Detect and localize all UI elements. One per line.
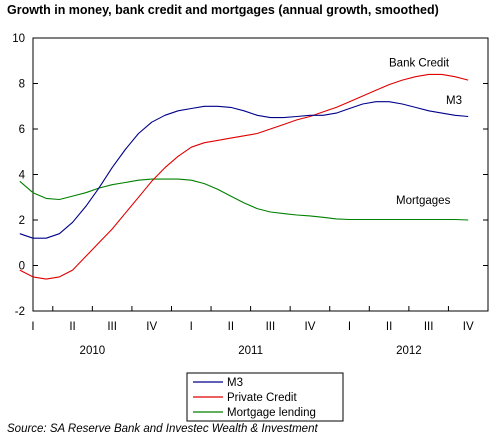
y-tick-label: 8 [19,79,25,91]
series-label: M3 [446,95,462,107]
chart-title: Growth in money, bank credit and mortgag… [7,3,439,17]
x-tick-label: II [69,321,75,333]
legend-entry: Private Credit [227,392,297,404]
x-tick-label: IV [463,321,474,333]
x-tick-label: I [348,321,351,333]
legend-entry: Mortgage lending [227,407,316,419]
y-tick-label: 0 [19,261,25,273]
y-tick-label: -2 [15,306,25,318]
plot-area [32,37,489,312]
series-labels: M3 Bank Credit Mortgages [389,57,462,207]
x-tick-label: III [266,321,276,333]
source-note: Source: SA Reserve Bank and Investec Wea… [7,423,318,435]
x-tick-label: II [386,321,392,333]
y-tick-label: 2 [19,215,25,227]
x-year-label: 2010 [80,345,106,357]
x-tick-label: III [424,321,434,333]
y-tick-label: 4 [19,170,26,182]
y-axis: -2 0 2 4 6 8 10 [12,33,488,318]
series-line [19,73,469,280]
x-tick-label: IV [146,321,157,333]
y-tick-label: 10 [12,33,25,45]
x-tick-label: IV [305,321,316,333]
series-lines [19,73,469,280]
x-tick-label: I [31,321,34,333]
x-year-label: 2011 [238,345,263,357]
x-year-label: 2012 [396,345,422,357]
series-line [19,178,469,221]
x-tick-label: III [107,321,117,333]
series-line [19,101,469,239]
y-tick-label: 6 [19,124,25,136]
series-label: Mortgages [396,195,451,207]
x-tick-label: II [228,321,234,333]
legend-entry: M3 [227,377,243,389]
series-label: Bank Credit [389,57,450,69]
plot-border [32,37,489,312]
legend: M3 Private Credit Mortgage lending [186,372,344,422]
x-tick-label: I [190,321,193,333]
